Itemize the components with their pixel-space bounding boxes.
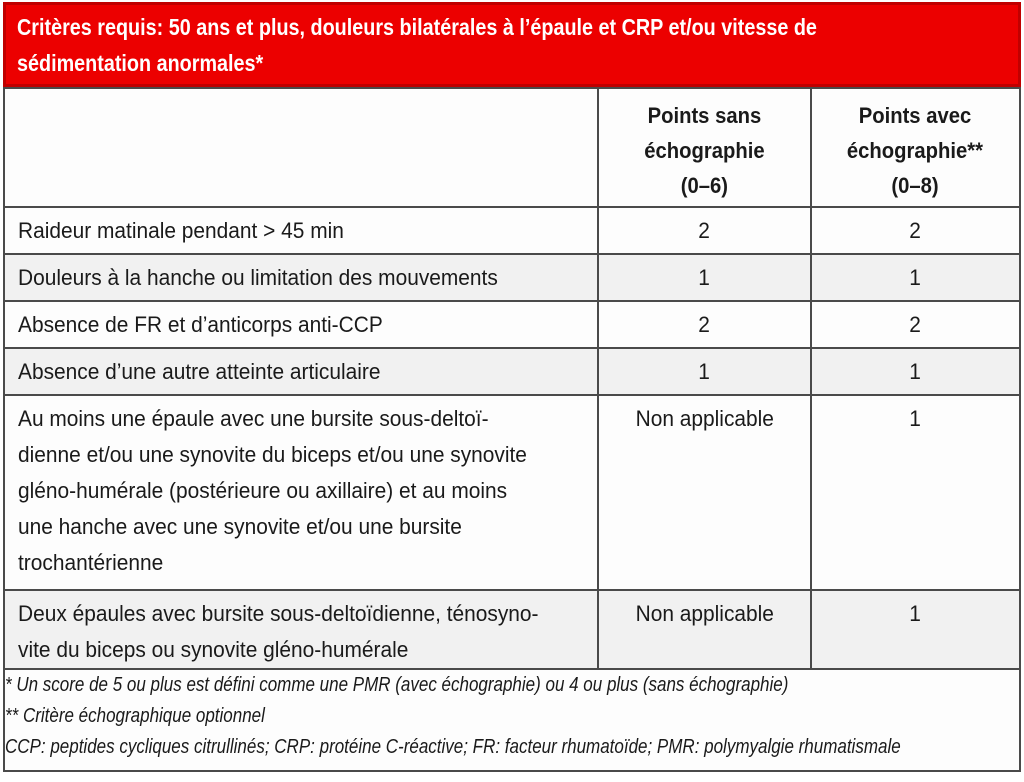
points-sans-value: 1: [597, 253, 812, 302]
footnote-abbreviations-text: CCP: peptides cycliques citrullinés; CRP…: [5, 736, 901, 758]
col-header-points-sans-echo-text: Points sans échographie (0–6): [644, 103, 765, 198]
criteria-table: Points sans échographie (0–6) Points ave…: [2, 87, 1022, 772]
col-header-criterion: [2, 87, 600, 208]
points-avec-value-text: 1: [909, 265, 922, 290]
criterion-label-text: Douleurs à la hanche ou limitation des m…: [18, 265, 498, 290]
criterion-label: Au moins une épaule avec une bursite sou…: [2, 394, 600, 591]
points-sans-value: 2: [597, 206, 812, 255]
points-sans-value: Non applicable: [597, 589, 812, 670]
points-avec-value: 1: [809, 589, 1022, 670]
footnotes-cell: * Un score de 5 ou plus est défini comme…: [3, 668, 1021, 772]
footnote-optional-criterion: ** Critère échographique optionnel: [5, 701, 1019, 732]
criterion-label: Douleurs à la hanche ou limitation des m…: [2, 253, 600, 302]
table-row: Deux épaules avec bursite sous-deltoïdie…: [2, 589, 1022, 670]
points-avec-value-text: 2: [909, 312, 922, 337]
points-sans-value-text: Non applicable: [635, 601, 774, 626]
footnote-score-definition-text: * Un score de 5 ou plus est défini comme…: [5, 674, 789, 696]
points-sans-value-text: 2: [698, 312, 711, 337]
points-avec-value: 1: [809, 394, 1022, 591]
table-row: Absence d’une autre atteinte articulaire…: [2, 347, 1022, 396]
points-avec-value: 1: [809, 347, 1022, 396]
criterion-label: Absence de FR et d’anticorps anti-CCP: [2, 300, 600, 349]
criterion-label-text: Deux épaules avec bursite sous-deltoïdie…: [18, 601, 539, 662]
points-avec-value: 1: [809, 253, 1022, 302]
points-sans-value: 2: [597, 300, 812, 349]
points-avec-value-text: 1: [909, 406, 922, 431]
footnotes-row: * Un score de 5 ou plus est défini comme…: [3, 668, 1021, 772]
points-avec-value-text: 2: [909, 218, 922, 243]
criterion-label-text: Absence d’une autre atteinte articulaire: [18, 359, 381, 384]
criterion-label: Deux épaules avec bursite sous-deltoïdie…: [2, 589, 600, 670]
criterion-label-text: Au moins une épaule avec une bursite sou…: [18, 406, 527, 575]
points-sans-value-text: 2: [698, 218, 711, 243]
points-sans-value: Non applicable: [597, 394, 812, 591]
footnote-abbreviations: CCP: peptides cycliques citrullinés; CRP…: [5, 732, 1019, 763]
col-header-points-avec-echo-text: Points avec échographie** (0–8): [847, 103, 984, 198]
footnote-score-definition: * Un score de 5 ou plus est défini comme…: [5, 670, 1019, 701]
criterion-label-text: Raideur matinale pendant > 45 min: [18, 218, 344, 243]
table-row: Douleurs à la hanche ou limitation des m…: [2, 253, 1022, 302]
col-header-points-sans-echo: Points sans échographie (0–6): [597, 87, 812, 208]
points-avec-value: 2: [809, 206, 1022, 255]
footnote-optional-criterion-text: ** Critère échographique optionnel: [5, 705, 265, 727]
points-sans-value: 1: [597, 347, 812, 396]
table-row: Au moins une épaule avec une bursite sou…: [2, 394, 1022, 591]
criterion-label: Raideur matinale pendant > 45 min: [2, 206, 600, 255]
criterion-label-text: Absence de FR et d’anticorps anti-CCP: [18, 312, 383, 337]
table-row: Absence de FR et d’anticorps anti-CCP 2 …: [2, 300, 1022, 349]
col-header-points-avec-echo: Points avec échographie** (0–8): [809, 87, 1022, 208]
points-avec-value: 2: [809, 300, 1022, 349]
points-avec-value-text: 1: [909, 601, 922, 626]
points-avec-value-text: 1: [909, 359, 922, 384]
required-criteria-text: Critères requis: 50 ans et plus, douleur…: [17, 14, 817, 76]
points-sans-value-text: 1: [698, 359, 711, 384]
points-sans-value-text: Non applicable: [635, 406, 774, 431]
table-row: Raideur matinale pendant > 45 min 2 2: [2, 206, 1022, 255]
criterion-label: Absence d’une autre atteinte articulaire: [2, 347, 600, 396]
required-criteria-banner: Critères requis: 50 ans et plus, douleur…: [3, 2, 1021, 87]
table-header-row: Points sans échographie (0–6) Points ave…: [2, 87, 1022, 208]
points-sans-value-text: 1: [698, 265, 711, 290]
